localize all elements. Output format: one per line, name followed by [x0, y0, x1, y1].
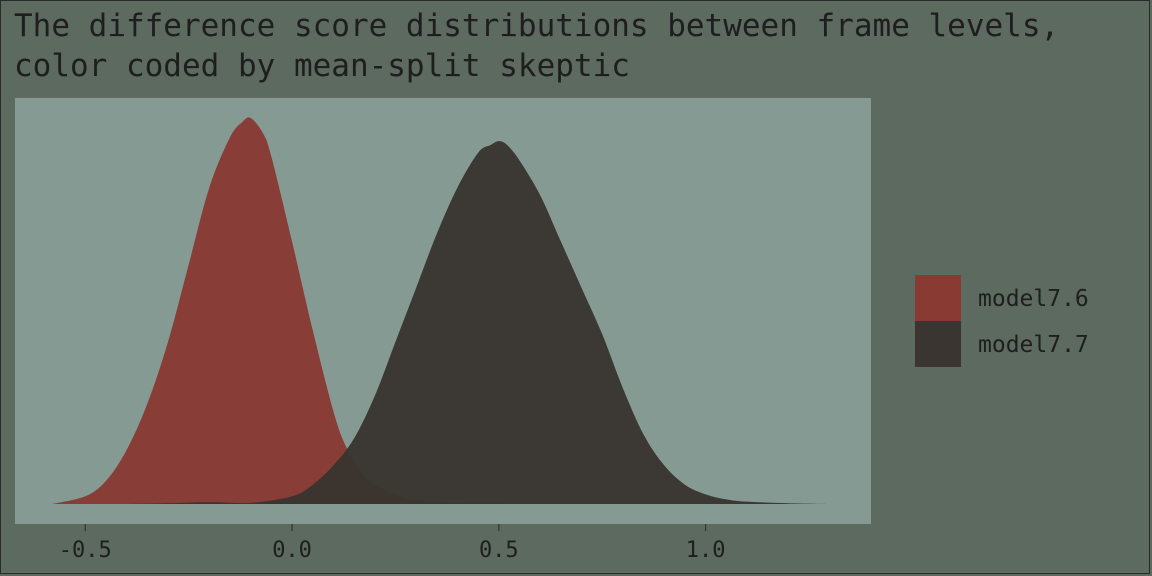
x-tick-label: 0.0 [272, 538, 312, 563]
chart-title: The difference score distributions betwe… [14, 8, 1060, 84]
x-tick-label: 0.5 [479, 538, 519, 563]
density-area-model7-7 [126, 141, 830, 504]
legend-key-model7-7 [915, 321, 961, 367]
legend-label-model7-7: model7.7 [978, 332, 1089, 358]
legend-key-model7-6 [915, 275, 961, 321]
density-area-model7-6 [52, 117, 665, 504]
x-axis: -0.5 0.0 0.5 1.0 [59, 524, 726, 563]
x-tick-label: 1.0 [686, 538, 726, 563]
legend: model7.6 model7.7 [915, 275, 1089, 367]
x-tick-label: -0.5 [59, 538, 112, 563]
legend-label-model7-6: model7.6 [978, 286, 1089, 312]
series-layer [52, 117, 830, 504]
